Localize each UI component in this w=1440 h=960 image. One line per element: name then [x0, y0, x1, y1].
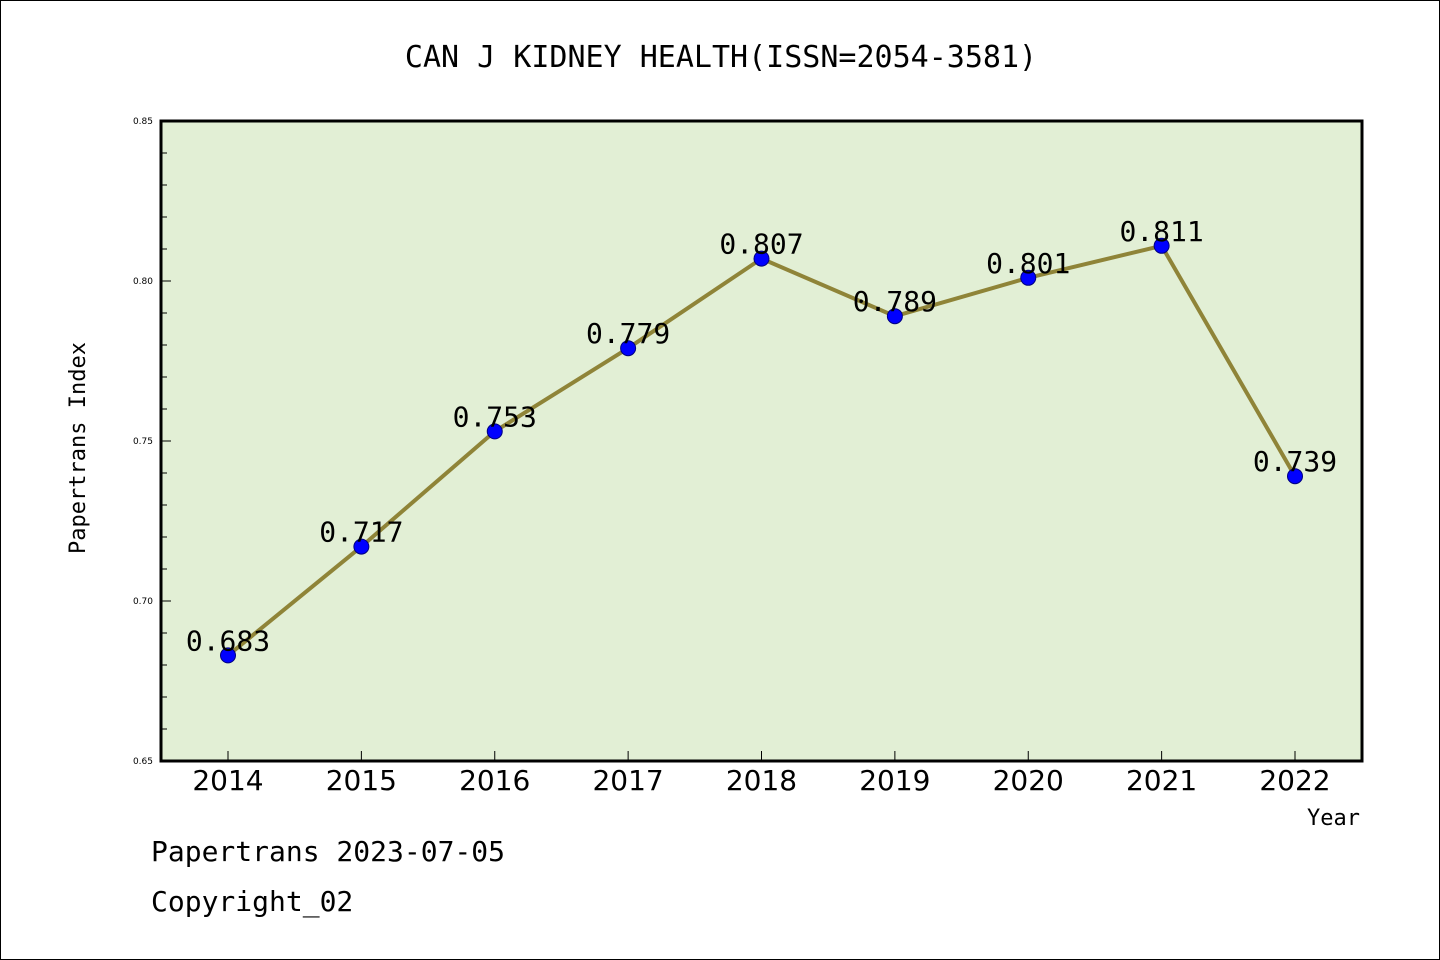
x-tick-label: 2019: [859, 764, 930, 797]
data-point-label: 0.753: [453, 400, 537, 433]
data-labels: 0.683 0.717 0.753 0.779 0.807 0.789 0.801 0.811…: [186, 215, 1337, 658]
x-tick-label: 2017: [592, 764, 663, 797]
y-tick-label: 0.85: [133, 117, 153, 127]
data-point-marker: [886, 308, 903, 325]
y-axis: 0.65 0.70 0.75 0.80 0.85: [133, 117, 171, 767]
data-point-marker: [753, 250, 770, 267]
footer-date: Papertrans 2023-07-05: [151, 835, 506, 868]
data-point-marker: [1287, 468, 1303, 485]
data-point-label: 0.683: [186, 624, 270, 657]
data-point-marker: [1153, 237, 1170, 254]
y-axis-title: Papertrans Index: [66, 342, 91, 554]
x-tick-label: 2014: [192, 764, 263, 797]
plot-area: [159, 119, 1364, 763]
data-point-label: 0.789: [853, 285, 937, 318]
data-point-label: 0.807: [719, 228, 803, 261]
y-tick-label: 0.70: [133, 597, 153, 607]
y-tick-label: 0.65: [133, 757, 153, 767]
footer-copyright: Copyright_02: [151, 885, 354, 918]
data-point-label: 0.779: [586, 317, 670, 350]
x-tick-label: 2021: [1126, 764, 1197, 797]
x-tick-label: 2020: [993, 764, 1064, 797]
x-tick-label: 2015: [326, 764, 397, 797]
x-tick-label: 2016: [459, 764, 530, 797]
y-tick-label: 0.75: [133, 437, 153, 447]
data-point-label: 0.811: [1119, 215, 1203, 248]
x-tick-label: 2018: [726, 764, 797, 797]
y-tick-label: 0.80: [133, 277, 153, 287]
data-point-marker: [620, 340, 637, 357]
data-point-marker: [486, 423, 503, 440]
x-axis: 2014 2015 2016 2017 2018 2019 2020 2021 2022: [192, 751, 1331, 797]
data-point-label: 0.717: [319, 516, 403, 549]
data-point-label: 0.801: [986, 247, 1070, 280]
chart-title: CAN J KIDNEY HEALTH(ISSN=2054-3581): [405, 40, 1037, 75]
data-point-label: 0.739: [1253, 445, 1337, 478]
data-point-marker: [220, 647, 236, 664]
data-point-marker: [1020, 269, 1037, 286]
series-markers: [220, 237, 1303, 664]
x-axis-title: Year: [1307, 806, 1360, 831]
x-tick-label: 2022: [1259, 764, 1330, 797]
data-point-marker: [353, 538, 370, 555]
